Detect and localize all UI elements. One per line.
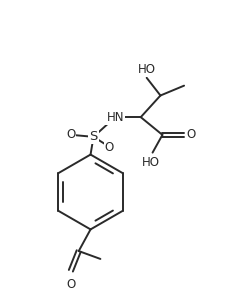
Text: O: O bbox=[186, 128, 195, 142]
Text: HO: HO bbox=[141, 156, 159, 168]
Text: O: O bbox=[66, 128, 75, 142]
Text: O: O bbox=[66, 278, 75, 291]
Text: O: O bbox=[104, 141, 114, 154]
Text: HO: HO bbox=[137, 63, 155, 76]
Text: HN: HN bbox=[106, 111, 124, 124]
Text: S: S bbox=[89, 130, 97, 143]
